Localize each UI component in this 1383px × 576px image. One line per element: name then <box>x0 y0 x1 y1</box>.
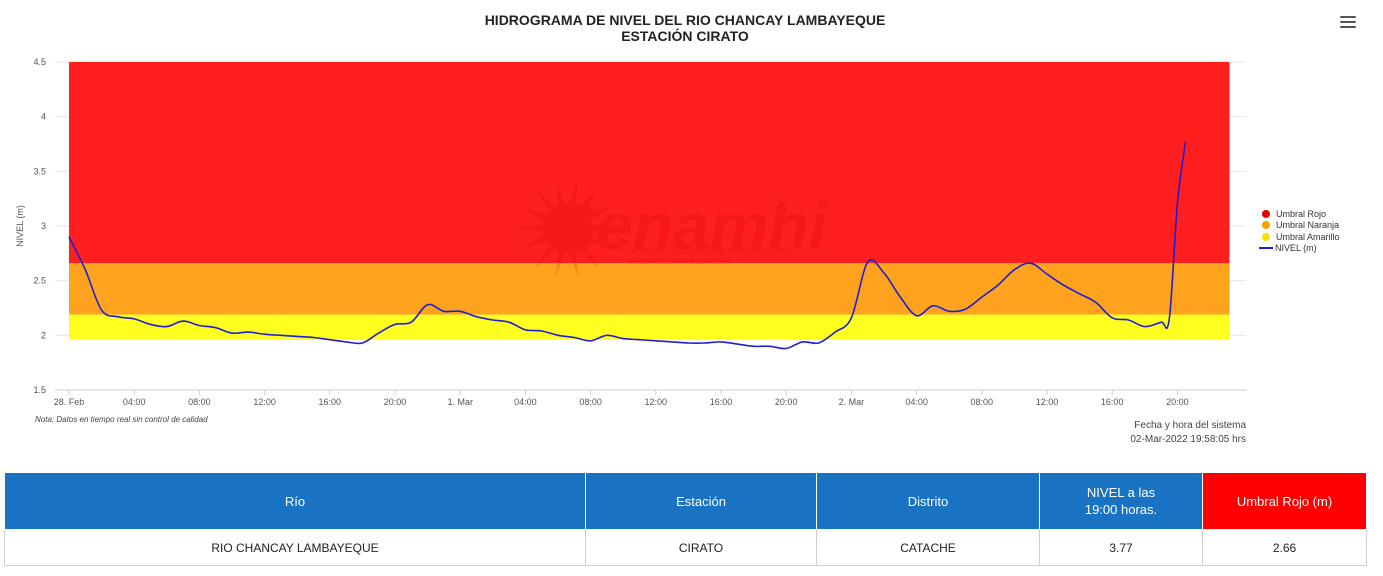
x-tick-label: 20:00 <box>775 397 798 407</box>
y-tick-label: 1.5 <box>33 385 46 395</box>
legend-item-umbral-amarillo[interactable]: Umbral Amarillo <box>1262 231 1340 243</box>
watermark-subtitle-line1: SERVICIO NACIONAL DE METEOROLOGÍA <box>629 247 793 256</box>
hydrograph-chart: Senamhi SERVICIO NACIONAL DE METEOROLOGÍ… <box>15 57 1246 407</box>
header-nivel-line1: NIVEL a las <box>1086 485 1156 500</box>
threshold-bands <box>69 62 1230 340</box>
sun-ray <box>520 205 549 222</box>
header-rio: Río <box>4 472 586 530</box>
sun-ray <box>588 224 619 232</box>
legend-label-naranja: Umbral Naranja <box>1276 220 1340 231</box>
series-line-nivel[interactable] <box>68 141 1187 350</box>
x-tick-label: 16:00 <box>710 397 733 407</box>
cell-rio: RIO CHANCAY LAMBAYEQUE <box>4 529 586 566</box>
y-axis-tick-labels: 1.5 2 2.5 3 3.5 4 4.5 <box>33 57 46 395</box>
legend-marker-amarillo <box>1262 232 1270 241</box>
x-tick-label: 04:00 <box>905 397 928 407</box>
sun-ray <box>568 248 579 279</box>
y-tick-label: 3.5 <box>33 166 46 176</box>
header-umbral-rojo: Umbral Rojo (m) <box>1202 472 1367 530</box>
x-tick-label: 12:00 <box>645 397 668 407</box>
senamhi-watermark: Senamhi SERVICIO NACIONAL DE METEOROLOGÍ… <box>515 177 829 279</box>
sun-ray <box>568 177 579 208</box>
x-tick-label: 16:00 <box>319 397 342 407</box>
y-tick-label: 4 <box>41 112 46 122</box>
y-tick-label: 3 <box>41 221 46 231</box>
cell-estacion: CIRATO <box>585 529 817 566</box>
x-tick-label: 04:00 <box>123 397 146 407</box>
legend-marker-naranja <box>1262 221 1270 230</box>
station-data-table: Río Estación Distrito NIVEL a las 19:00 … <box>4 472 1367 566</box>
y-axis-label: NIVEL (m) <box>15 205 25 247</box>
cell-umbral: 2.66 <box>1202 529 1367 566</box>
legend-item-umbral-rojo[interactable]: Umbral Rojo <box>1262 208 1340 220</box>
y-tick-label: 2.5 <box>33 276 46 286</box>
x-tick-label: 08:00 <box>579 397 602 407</box>
system-datetime-label: Fecha y hora del sistema <box>1134 420 1246 431</box>
watermark-subtitle-line2: E HIDROLOGÍA DEL PERÚ <box>629 257 730 266</box>
hamburger-menu-icon[interactable] <box>1340 16 1356 30</box>
x-axis-tick-labels: 28. Feb 04:00 08:00 12:00 16:00 20:00 1. Mar 04… <box>54 390 1189 407</box>
y-tick-label: 2 <box>41 330 46 340</box>
x-tick-label: 28. Feb <box>54 397 85 407</box>
x-tick-label: 16:00 <box>1101 397 1124 407</box>
x-tick-label: 12:00 <box>1036 397 1059 407</box>
sun-ray <box>585 234 614 251</box>
x-tick-label: 12:00 <box>253 397 276 407</box>
legend-item-umbral-naranja[interactable]: Umbral Naranja <box>1262 220 1340 232</box>
x-tick-label: 20:00 <box>1166 397 1189 407</box>
x-tick-label: 1. Mar <box>447 397 473 407</box>
legend-marker-nivel <box>1259 247 1273 250</box>
chart-title-line2: ESTACIÓN CIRATO <box>621 28 749 44</box>
band-umbral-rojo <box>69 62 1230 264</box>
data-quality-note: Nota: Datos en tiempo real sin control d… <box>35 415 208 424</box>
header-distrito: Distrito <box>816 472 1040 530</box>
legend-label-nivel: NIVEL (m) <box>1275 243 1317 254</box>
sun-ray <box>520 234 549 251</box>
x-tick-label: 04:00 <box>514 397 537 407</box>
cell-distrito: CATACHE <box>816 529 1040 566</box>
sun-ray <box>534 242 557 269</box>
chart-title: HIDROGRAMA DE NIVEL DEL RIO CHANCAY LAMB… <box>0 12 1370 44</box>
header-nivel: NIVEL a las 19:00 horas. <box>1039 472 1203 530</box>
sun-ray <box>585 205 614 222</box>
x-tick-label: 08:00 <box>971 397 994 407</box>
system-datetime: Fecha y hora del sistema 02-Mar-2022 19:… <box>1110 419 1246 447</box>
series-layer <box>68 141 1187 350</box>
system-datetime-value: 02-Mar-2022 19:58:05 hrs <box>1130 434 1246 445</box>
band-umbral-amarillo <box>69 314 1230 340</box>
sun-ray <box>577 242 600 269</box>
chart-title-line1: HIDROGRAMA DE NIVEL DEL RIO CHANCAY LAMB… <box>484 12 886 28</box>
x-tick-label: 20:00 <box>384 397 407 407</box>
header-estacion: Estación <box>585 472 817 530</box>
legend-marker-rojo <box>1262 209 1270 218</box>
sun-ray <box>577 187 600 214</box>
table-header-row: Río Estación Distrito NIVEL a las 19:00 … <box>4 472 1367 530</box>
y-tick-label: 4.5 <box>33 57 46 67</box>
cell-nivel: 3.77 <box>1039 529 1203 566</box>
watermark-brand: Senamhi <box>552 189 829 263</box>
chart-legend: Umbral Rojo Umbral Naranja Umbral Amaril… <box>1259 208 1340 255</box>
legend-item-nivel[interactable]: NIVEL (m) <box>1259 243 1340 255</box>
table-row: RIO CHANCAY LAMBAYEQUE CIRATO CATACHE 3.… <box>4 529 1367 566</box>
sun-ray <box>555 177 566 208</box>
header-nivel-line2: 19:00 horas. <box>1084 502 1158 517</box>
legend-label-amarillo: Umbral Amarillo <box>1276 231 1340 242</box>
senamhi-sun-logo <box>515 177 619 279</box>
sun-ray <box>555 248 566 279</box>
band-umbral-naranja <box>69 263 1230 315</box>
sun-ray <box>515 224 546 232</box>
x-tick-label: 2. Mar <box>839 397 865 407</box>
x-tick-label: 08:00 <box>188 397 211 407</box>
legend-label-rojo: Umbral Rojo <box>1276 208 1327 219</box>
sun-ray <box>534 187 557 214</box>
